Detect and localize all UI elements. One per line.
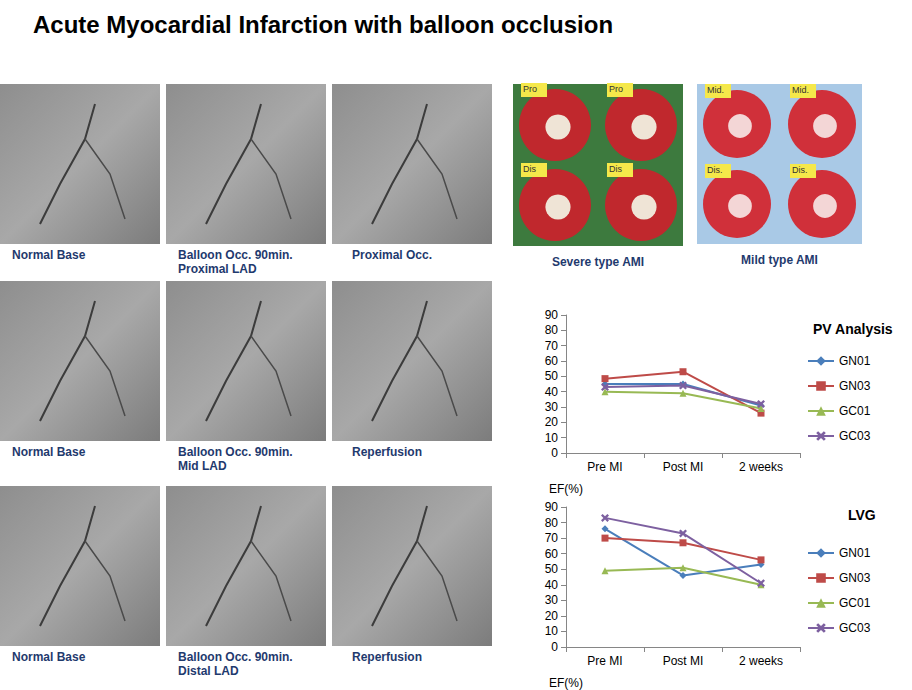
svg-text:Dis: Dis bbox=[609, 164, 622, 174]
svg-text:90: 90 bbox=[545, 500, 559, 514]
svg-text:Distal LAD: Distal LAD bbox=[178, 664, 239, 678]
svg-text:GC01: GC01 bbox=[839, 596, 871, 610]
svg-text:Mid.: Mid. bbox=[707, 85, 724, 95]
svg-text:Proximal LAD: Proximal LAD bbox=[178, 262, 257, 276]
svg-text:40: 40 bbox=[545, 385, 559, 399]
svg-text:GC03: GC03 bbox=[839, 621, 871, 635]
svg-text:Mild type AMI: Mild type AMI bbox=[741, 253, 818, 267]
svg-text:GN01: GN01 bbox=[839, 354, 871, 368]
svg-text:Normal Base: Normal Base bbox=[12, 248, 86, 262]
svg-text:Balloon Occ. 90min.: Balloon Occ. 90min. bbox=[178, 650, 293, 664]
svg-text:Normal Base: Normal Base bbox=[12, 445, 86, 459]
svg-text:70: 70 bbox=[545, 339, 559, 353]
svg-text:Pro: Pro bbox=[609, 84, 623, 94]
svg-text:10: 10 bbox=[545, 431, 559, 445]
svg-text:20: 20 bbox=[545, 609, 559, 623]
svg-text:Reperfusion: Reperfusion bbox=[352, 445, 422, 459]
svg-text:EF(%): EF(%) bbox=[549, 676, 583, 690]
svg-text:50: 50 bbox=[545, 369, 559, 383]
svg-text:2 weeks: 2 weeks bbox=[739, 460, 783, 474]
svg-text:Balloon Occ. 90min.: Balloon Occ. 90min. bbox=[178, 445, 293, 459]
svg-text:Dis.: Dis. bbox=[707, 165, 723, 175]
svg-text:Pre MI: Pre MI bbox=[587, 460, 622, 474]
svg-text:Reperfusion: Reperfusion bbox=[352, 650, 422, 664]
svg-text:Pre MI: Pre MI bbox=[587, 654, 622, 668]
svg-text:GN03: GN03 bbox=[839, 379, 871, 393]
svg-text:40: 40 bbox=[545, 578, 559, 592]
svg-text:Severe type AMI: Severe type AMI bbox=[552, 255, 644, 269]
svg-text:Normal Base: Normal Base bbox=[12, 650, 86, 664]
svg-text:EF(%): EF(%) bbox=[549, 482, 583, 496]
svg-text:Dis.: Dis. bbox=[792, 165, 808, 175]
svg-text:2 weeks: 2 weeks bbox=[739, 654, 783, 668]
svg-text:Post MI: Post MI bbox=[663, 460, 704, 474]
svg-text:30: 30 bbox=[545, 593, 559, 607]
svg-text:50: 50 bbox=[545, 562, 559, 576]
svg-text:0: 0 bbox=[551, 640, 558, 654]
svg-text:Proximal Occ.: Proximal Occ. bbox=[352, 248, 432, 262]
svg-text:GC03: GC03 bbox=[839, 429, 871, 443]
svg-text:20: 20 bbox=[545, 415, 559, 429]
svg-text:Dis: Dis bbox=[523, 164, 536, 174]
svg-text:GN01: GN01 bbox=[839, 546, 871, 560]
svg-text:80: 80 bbox=[545, 323, 559, 337]
svg-text:10: 10 bbox=[545, 624, 559, 638]
svg-text:GN03: GN03 bbox=[839, 571, 871, 585]
svg-text:GC01: GC01 bbox=[839, 404, 871, 418]
svg-text:Balloon Occ. 90min.: Balloon Occ. 90min. bbox=[178, 248, 293, 262]
svg-text:60: 60 bbox=[545, 547, 559, 561]
svg-text:30: 30 bbox=[545, 400, 559, 414]
svg-text:PV Analysis: PV Analysis bbox=[813, 321, 893, 337]
svg-text:Post MI: Post MI bbox=[663, 654, 704, 668]
svg-text:Acute Myocardial Infarction wi: Acute Myocardial Infarction with balloon… bbox=[33, 11, 613, 38]
svg-text:LVG: LVG bbox=[848, 507, 876, 523]
svg-text:0: 0 bbox=[551, 446, 558, 460]
svg-text:Pro: Pro bbox=[523, 84, 537, 94]
svg-text:Mid.: Mid. bbox=[792, 85, 809, 95]
svg-text:90: 90 bbox=[545, 308, 559, 322]
svg-text:60: 60 bbox=[545, 354, 559, 368]
svg-text:Mid LAD: Mid LAD bbox=[178, 459, 227, 473]
svg-text:80: 80 bbox=[545, 516, 559, 530]
svg-text:70: 70 bbox=[545, 531, 559, 545]
